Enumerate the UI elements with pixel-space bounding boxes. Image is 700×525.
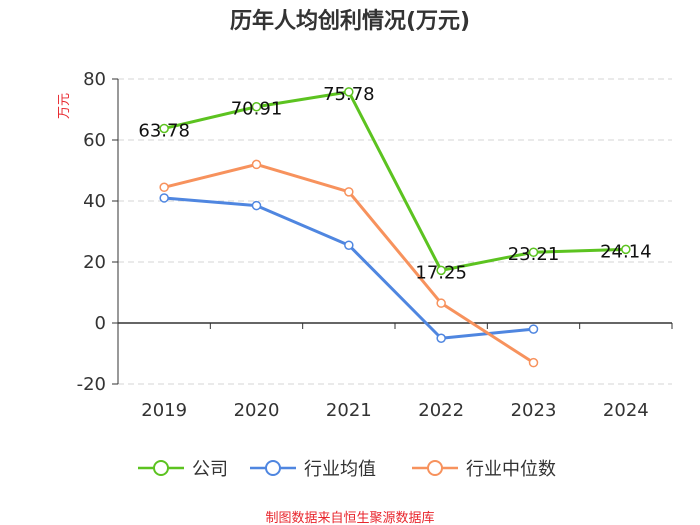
data-label-company: 70.91 xyxy=(231,99,283,120)
legend-label: 行业中位数 xyxy=(466,459,556,480)
series-group xyxy=(159,87,631,368)
data-point-industry_avg[interactable] xyxy=(436,333,446,343)
legend-item-industry_avg[interactable]: 行业均值 xyxy=(250,459,376,480)
axes: -20 0 20 40 60 80 2019 2020 2021 2022 2023 2024 xyxy=(77,69,673,421)
data-label-company: 24.14 xyxy=(600,241,652,262)
y-tick-label: 60 xyxy=(83,130,106,151)
legend-marker-icon xyxy=(153,460,169,476)
data-point-company[interactable] xyxy=(159,123,169,134)
legend-label: 行业均值 xyxy=(304,459,376,480)
data-point-company[interactable] xyxy=(621,244,631,255)
chart-title: 历年人均创利情况(万元) xyxy=(230,8,470,34)
x-tick-label: 2021 xyxy=(326,400,372,421)
data-label-company: 63.78 xyxy=(138,120,190,141)
data-point-industry_avg[interactable] xyxy=(344,240,354,250)
data-point-industry_median[interactable] xyxy=(528,357,539,368)
data-point-industry_avg[interactable] xyxy=(159,193,169,203)
data-point-company[interactable] xyxy=(344,87,354,97)
data-point-company[interactable] xyxy=(528,247,539,257)
data-point-industry_median[interactable] xyxy=(251,159,262,170)
grid-lines xyxy=(118,78,672,385)
data-label-company: 23.21 xyxy=(508,244,560,265)
legend-marker-icon xyxy=(427,460,443,476)
data-point-company[interactable] xyxy=(436,265,446,276)
legend[interactable]: 公司 行业均值 行业中位数 xyxy=(138,459,556,480)
legend-marker-icon xyxy=(265,460,281,476)
data-point-industry_median[interactable] xyxy=(436,298,446,308)
series-line-industry_avg xyxy=(164,196,534,340)
series-line-company xyxy=(163,90,626,272)
data-labels: 63.78 70.91 75.78 17.25 23.21 24.14 xyxy=(138,84,651,284)
x-tick-label: 2023 xyxy=(511,400,557,421)
data-label-company: 75.78 xyxy=(323,84,375,105)
y-tick-label: 40 xyxy=(83,191,106,212)
y-axis-unit: 万元 xyxy=(57,93,72,119)
legend-label: 公司 xyxy=(192,459,228,480)
x-tick-label: 2019 xyxy=(141,400,187,421)
y-tick-label: -20 xyxy=(77,374,106,395)
legend-item-company[interactable]: 公司 xyxy=(138,459,228,480)
data-point-industry_avg[interactable] xyxy=(528,324,539,334)
x-tick-label: 2022 xyxy=(418,400,464,421)
x-tick-label: 2020 xyxy=(234,400,280,421)
legend-item-industry_median[interactable]: 行业中位数 xyxy=(412,459,556,480)
data-point-industry_median[interactable] xyxy=(344,187,354,197)
data-point-industry_median[interactable] xyxy=(159,182,169,193)
data-point-company[interactable] xyxy=(251,101,262,112)
y-tick-label: 80 xyxy=(83,69,106,90)
y-tick-label: 0 xyxy=(95,313,106,334)
y-tick-label: 20 xyxy=(83,252,106,273)
x-tick-label: 2024 xyxy=(603,400,649,421)
data-label-company: 17.25 xyxy=(415,262,467,283)
data-point-industry_avg[interactable] xyxy=(251,200,262,211)
data-source-note: 制图数据来自恒生聚源数据库 xyxy=(265,510,434,525)
